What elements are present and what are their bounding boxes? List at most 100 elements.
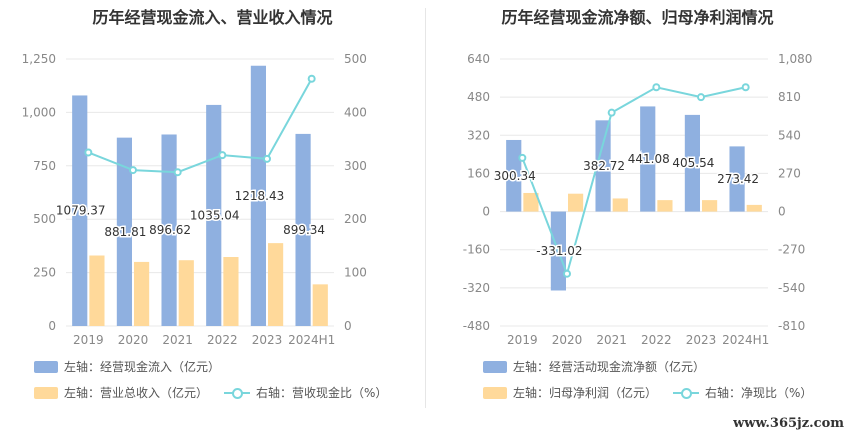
bar-secondary <box>312 284 328 326</box>
bar-secondary <box>523 192 539 212</box>
legend-swatch <box>34 360 58 373</box>
y-tick-label-left: 500 <box>33 212 56 226</box>
data-label: 881.81 <box>104 225 146 239</box>
line-point <box>518 153 527 162</box>
y-tick-label-right: 1,080 <box>778 52 812 66</box>
y-tick-label-right: -270 <box>778 243 805 257</box>
y-tick-label-left: 250 <box>33 266 56 280</box>
bar-primary <box>729 146 745 212</box>
bar-secondary <box>223 257 239 326</box>
y-tick-label-right: 100 <box>344 266 367 280</box>
bar-primary <box>250 65 266 327</box>
legend-item-bar-secondary[interactable]: 左轴：营业总收入（亿元） <box>34 384 208 401</box>
legend-swatch <box>34 386 58 399</box>
x-tick-label: 2020 <box>552 333 583 347</box>
y-tick-label-left: 160 <box>467 166 490 180</box>
data-label: 896.62 <box>149 223 191 237</box>
line-point <box>563 269 571 278</box>
legend-label: 右轴：净现比（%） <box>705 386 813 400</box>
x-tick-label: 2022 <box>641 333 672 347</box>
legend-row-2: 左轴：营业总收入（亿元） 右轴：营收现金比（%） <box>34 384 403 401</box>
y-tick-label-right: 400 <box>344 105 367 119</box>
panel-divider <box>425 8 426 408</box>
legend-label: 左轴：经营现金流入（亿元） <box>64 360 221 374</box>
chart-svg-right: -480 -810 -320 -540 -160 -270 0 0 160 270 320 540 48… <box>463 52 813 347</box>
bar-secondary <box>178 260 194 326</box>
bar-secondary <box>657 200 673 212</box>
data-label: 1035.04 <box>190 208 240 222</box>
y-tick-label-left: -160 <box>463 243 490 257</box>
chart-title: 历年经营现金流入、营业收入情况 <box>92 8 333 27</box>
line-series <box>521 86 746 277</box>
y-tick-label-left: -320 <box>463 281 490 295</box>
data-label: 300.34 <box>494 169 536 183</box>
y-tick-label-right: 0 <box>344 319 352 333</box>
legend-label: 左轴：营业总收入（亿元） <box>64 386 209 400</box>
legend-item-line[interactable]: 右轴：营收现金比（%） <box>224 384 387 401</box>
y-tick-label-left: 1,000 <box>22 105 56 119</box>
y-tick-label-right: 0 <box>778 205 786 219</box>
bar-secondary <box>702 200 718 212</box>
legend-row-2: 左轴：归母净利润（亿元） 右轴：净现比（%） <box>483 384 828 401</box>
bar-secondary <box>89 255 105 326</box>
legend-swatch <box>483 386 507 399</box>
x-tick-label: 2021 <box>162 333 193 347</box>
x-tick-label: 2019 <box>73 333 104 347</box>
line-series <box>87 78 313 174</box>
x-tick-label: 2023 <box>686 333 717 347</box>
y-tick-label-left: 0 <box>48 319 56 333</box>
legend-label: 左轴：归母净利润（亿元） <box>513 386 658 400</box>
y-tick-label-right: 810 <box>778 90 801 104</box>
line-point <box>84 148 93 157</box>
data-label: 382.72 <box>583 159 625 173</box>
data-label: 441.08 <box>628 152 670 166</box>
line-point <box>129 166 137 175</box>
bar-primary <box>295 133 311 326</box>
y-tick-label-right: 200 <box>344 212 367 226</box>
y-tick-label-right: 540 <box>778 128 801 142</box>
chart-panel-right: 历年经营现金流净额、归母净利润情况 -480 -810 -320 -540 -160 -2… <box>425 0 850 437</box>
bar-secondary <box>746 204 762 212</box>
bar-primary <box>72 95 88 327</box>
data-label: 1218.43 <box>235 189 285 203</box>
x-tick-label: 2020 <box>118 333 149 347</box>
watermark: www.365jz.com <box>733 416 844 431</box>
legend-item-bar-secondary[interactable]: 左轴：归母净利润（亿元） <box>483 384 657 401</box>
x-tick-label: 2022 <box>207 333 238 347</box>
chart-svg-left: 0 0 250 100 500 200 750 300 1,000 400 1,250 500 2019… <box>22 52 367 347</box>
bar-primary <box>161 134 177 326</box>
line-point <box>697 93 705 102</box>
y-tick-label-right: 500 <box>344 52 367 66</box>
chart-title: 历年经营现金流净额、归母净利润情况 <box>501 8 774 27</box>
line-point <box>173 168 182 177</box>
legend-label: 右轴：营收现金比（%） <box>256 386 388 400</box>
legend-item-line[interactable]: 右轴：净现比（%） <box>673 384 812 401</box>
data-label: 273.42 <box>717 172 759 186</box>
bar-secondary <box>568 193 584 212</box>
line-point <box>218 151 227 160</box>
data-label: -331.02 <box>536 244 582 258</box>
line-point <box>741 83 750 92</box>
line-point <box>652 83 661 92</box>
y-tick-label-right: -540 <box>778 281 805 295</box>
bar-primary <box>116 137 132 326</box>
legend-line-icon <box>224 387 251 399</box>
x-tick-label: 2019 <box>507 333 538 347</box>
chart-panel-left: 历年经营现金流入、营业收入情况 0 0 250 100 500 200 750 300 1,00… <box>22 8 403 401</box>
y-tick-label-left: 750 <box>33 159 56 173</box>
y-tick-label-right: 270 <box>778 166 801 180</box>
data-label: 1079.37 <box>56 204 106 218</box>
x-tick-label: 2024H1 <box>722 333 769 347</box>
bar-secondary <box>268 243 284 326</box>
legend-item-bar-primary[interactable]: 左轴：经营活动现金流净额（亿元） <box>483 358 705 375</box>
legend-item-bar-primary[interactable]: 左轴：经营现金流入（亿元） <box>34 358 220 375</box>
bar-secondary <box>612 198 628 212</box>
line-point <box>263 154 271 163</box>
data-label: 405.54 <box>672 156 714 170</box>
x-tick-label: 2021 <box>596 333 627 347</box>
x-tick-label: 2024H1 <box>288 333 335 347</box>
y-tick-label-left: 480 <box>467 90 490 104</box>
y-tick-label-left: 0 <box>482 205 490 219</box>
line-point <box>307 74 316 83</box>
data-label: 899.34 <box>283 223 325 237</box>
